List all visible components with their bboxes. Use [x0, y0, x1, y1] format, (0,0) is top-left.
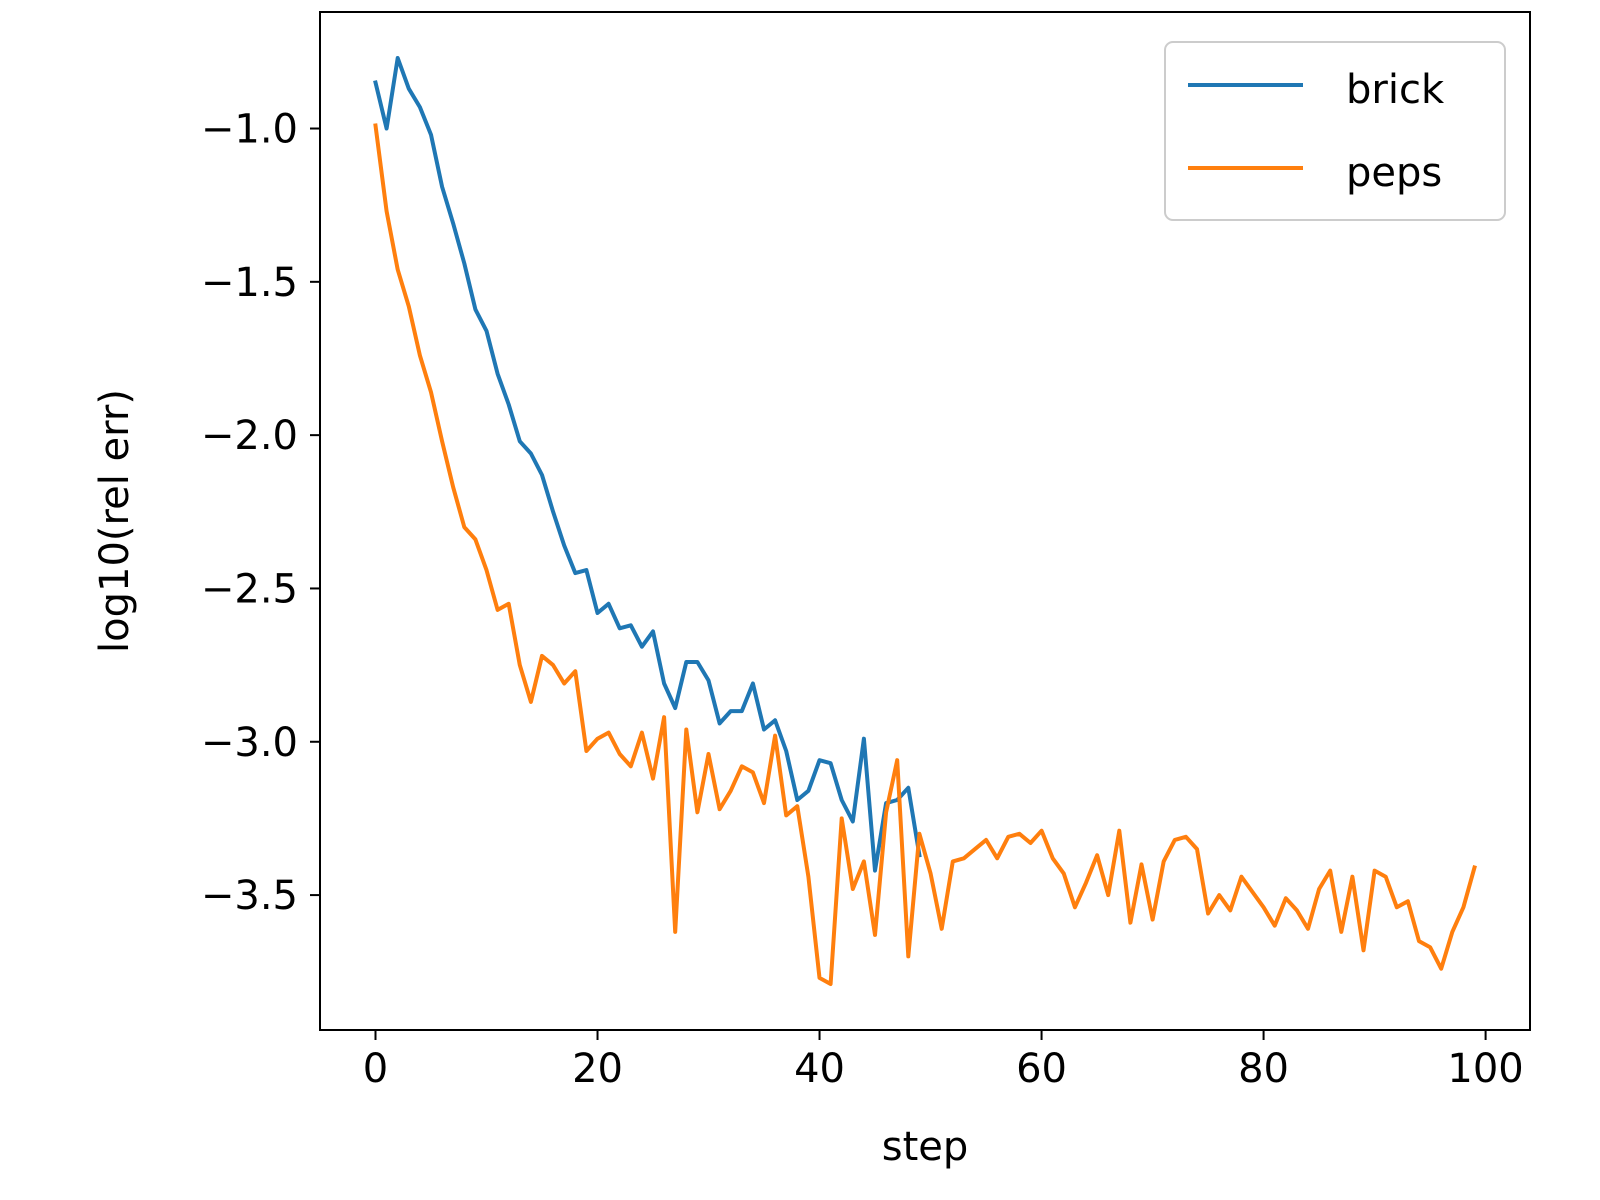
y-tick-label: −2.0	[201, 413, 298, 459]
series-layer	[373, 56, 1477, 986]
y-tick-label: −3.0	[201, 720, 298, 766]
legend-box	[1164, 41, 1506, 221]
x-tick-label: 0	[363, 1046, 388, 1092]
y-tick-label: −2.5	[201, 566, 298, 612]
x-tick-label: 100	[1447, 1046, 1523, 1092]
y-tick-label: −1.0	[201, 107, 298, 153]
legend: brick peps	[1164, 41, 1506, 221]
x-tick-label: 60	[1016, 1046, 1067, 1092]
series-line-brick	[373, 56, 922, 873]
plot-frame	[319, 11, 1531, 1031]
x-axis-ticks: 0 20 40 60 80 100	[363, 1030, 1524, 1092]
x-tick-label: 40	[794, 1046, 845, 1092]
y-tick-label: −3.5	[201, 873, 298, 919]
y-tick-label: −1.5	[201, 260, 298, 306]
legend-label-brick: brick	[1346, 67, 1445, 113]
y-axis-ticks: −1.0 −1.5 −2.0 −2.5 −3.0 −3.5	[201, 107, 320, 919]
legend-label-peps: peps	[1346, 150, 1442, 196]
series-line-peps	[373, 123, 1477, 986]
x-axis-label: step	[882, 1124, 969, 1170]
x-tick-label: 20	[572, 1046, 623, 1092]
y-axis-label: log10(rel err)	[92, 389, 138, 653]
x-tick-label: 80	[1238, 1046, 1289, 1092]
